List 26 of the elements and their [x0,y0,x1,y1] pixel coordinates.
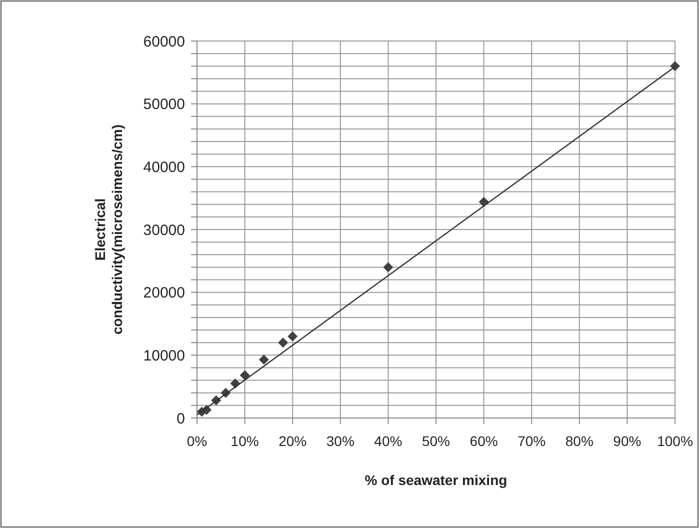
y-tick-label: 20000 [143,284,185,302]
x-tick-label: 0% [186,433,208,449]
x-tick-label: 80% [565,433,594,449]
x-tick-label: 100% [657,433,693,449]
x-axis-title: % of seawater mixing [364,472,508,488]
x-tick-label: 50% [422,433,450,449]
x-tick-label: 90% [613,433,642,449]
y-tick-label: 30000 [143,222,185,239]
point [383,262,394,272]
point [288,331,298,342]
x-tick-label: 30% [326,433,354,449]
point [240,370,250,380]
point [278,338,288,348]
x-tick-label: 20% [278,433,307,449]
y-tick-label: 10000 [143,347,185,364]
y-axis-title: Electrical conductivity(microseimens/cm) [92,124,125,335]
x-tick-label: 40% [374,433,402,449]
x-tick-label: 10% [230,433,259,449]
x-tick-label: 60% [470,433,498,449]
y-tick-label: 50000 [143,96,185,114]
y-tick-label: 60000 [143,33,185,50]
y-tick-label: 0 [176,410,185,428]
point [670,61,680,72]
x-tick-label: 70% [518,433,546,449]
point [258,354,269,365]
y-tick-label: 40000 [143,158,185,176]
